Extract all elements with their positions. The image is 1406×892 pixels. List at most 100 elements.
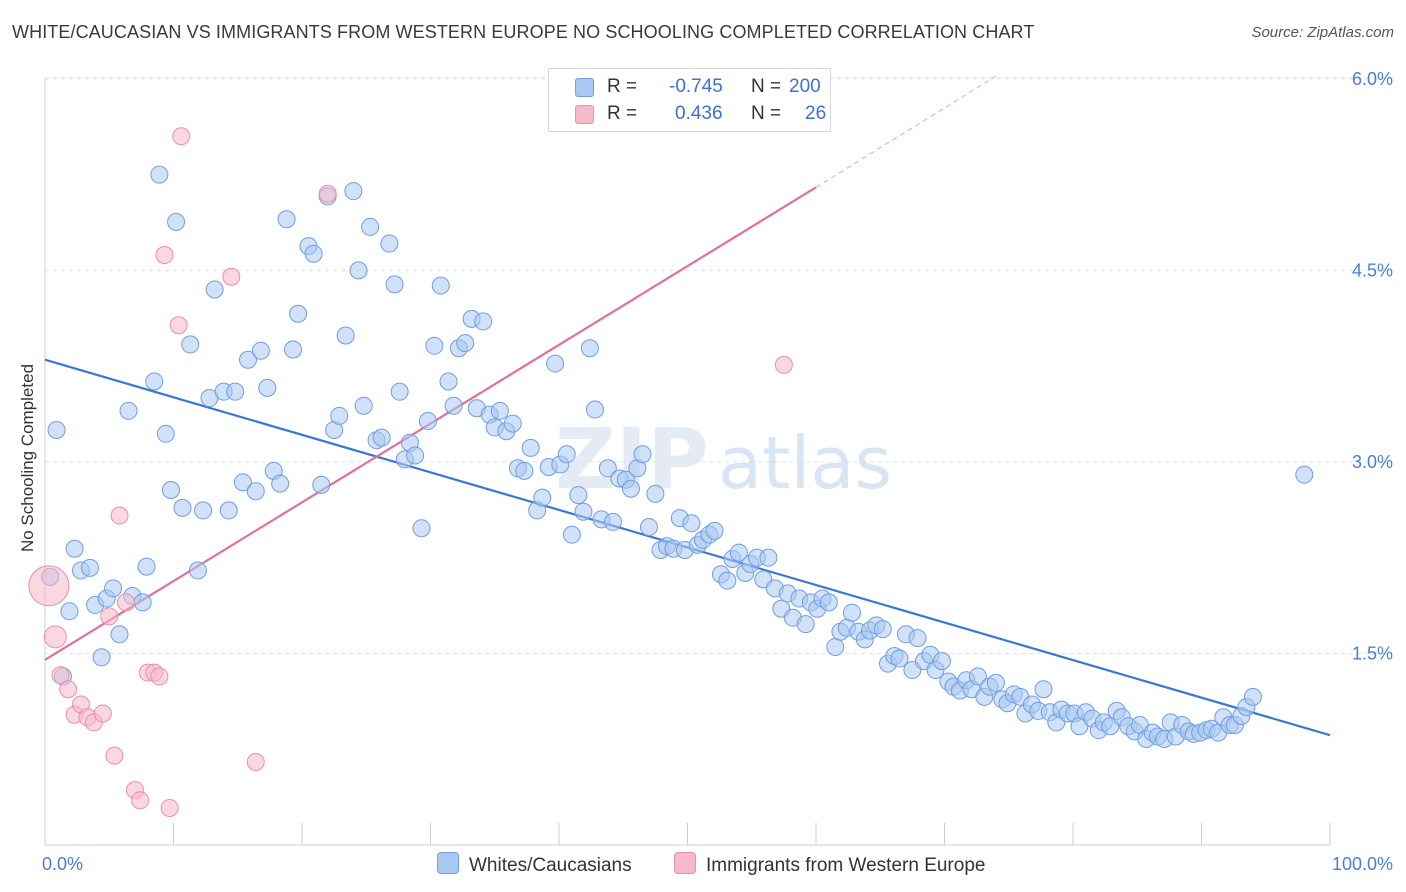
y-tick-label: 1.5% — [1352, 643, 1393, 663]
data-point-immigrants — [131, 791, 150, 810]
data-point-whites — [418, 412, 437, 431]
data-point-whites — [1295, 465, 1314, 484]
bottom-legend-swatch-pink — [674, 852, 696, 874]
data-point-whites — [826, 638, 845, 657]
data-point-whites — [682, 514, 701, 533]
data-point-whites — [521, 438, 540, 457]
data-point-whites — [380, 234, 399, 253]
data-point-immigrants — [246, 752, 265, 771]
data-point-whites — [968, 667, 987, 686]
data-point-whites — [226, 382, 245, 401]
data-point-whites — [354, 396, 373, 415]
data-point-whites — [80, 558, 99, 577]
data-point-whites — [406, 446, 425, 465]
data-point-immigrants — [222, 267, 241, 286]
data-point-whites — [110, 625, 129, 644]
data-point-immigrants — [155, 246, 174, 265]
legend-swatch-blue — [575, 78, 594, 97]
data-point-whites — [908, 629, 927, 648]
data-point-whites — [284, 340, 303, 359]
series-whites-points — [41, 165, 1314, 749]
data-point-immigrants — [169, 316, 188, 335]
bottom-legend-immigrants: Immigrants from Western Europe — [674, 852, 985, 877]
data-point-whites — [621, 479, 640, 498]
data-point-whites — [119, 401, 138, 420]
data-point-whites — [842, 603, 861, 622]
data-point-whites — [312, 475, 331, 494]
data-point-whites — [515, 461, 534, 480]
data-point-whites — [167, 212, 186, 231]
data-point-immigrants — [150, 667, 169, 686]
data-point-whites — [796, 615, 815, 634]
data-point-immigrants — [172, 127, 191, 146]
data-point-whites — [439, 372, 458, 391]
data-point-immigrants — [100, 607, 119, 626]
data-point-whites — [349, 261, 368, 280]
chart-title: WHITE/CAUCASIAN VS IMMIGRANTS FROM WESTE… — [12, 22, 1035, 42]
data-point-immigrants — [28, 565, 70, 607]
data-point-whites — [181, 335, 200, 354]
data-point-whites — [718, 571, 737, 590]
data-point-whites — [1243, 687, 1262, 706]
legend-r-value: 0.436 — [675, 103, 723, 124]
axes — [44, 78, 1331, 846]
data-point-whites — [412, 519, 431, 538]
data-point-whites — [729, 543, 748, 562]
data-point-whites — [156, 424, 175, 443]
tick-labels: 1.5% 3.0% 4.5% 6.0% 0.0% 100.0% — [42, 69, 1393, 874]
data-point-whites — [194, 501, 213, 520]
data-point-immigrants — [93, 704, 112, 723]
data-point-whites — [873, 620, 892, 639]
data-point-whites — [533, 488, 552, 507]
data-point-whites — [705, 521, 724, 540]
data-point-whites — [271, 474, 290, 493]
data-point-whites — [258, 378, 277, 397]
bottom-legend-label-immigrants: Immigrants from Western Europe — [706, 855, 986, 876]
data-point-whites — [986, 673, 1005, 692]
data-point-whites — [150, 165, 169, 184]
watermark: ZIP atlas — [555, 410, 892, 508]
data-point-whites — [205, 280, 224, 299]
watermark-atlas: atlas — [718, 421, 892, 505]
data-point-whites — [474, 312, 493, 331]
data-point-whites — [557, 445, 576, 464]
data-point-whites — [336, 326, 355, 345]
data-point-whites — [932, 652, 951, 671]
data-point-whites — [145, 372, 164, 391]
data-point-whites — [546, 354, 565, 373]
y-tick-label: 6.0% — [1352, 69, 1393, 89]
data-point-whites — [65, 539, 84, 558]
trend-lines — [44, 75, 1331, 737]
legend-n-label: N = — [751, 76, 782, 97]
data-point-whites — [361, 217, 380, 236]
data-point-immigrants — [160, 798, 179, 817]
data-point-immigrants — [110, 506, 129, 525]
data-point-whites — [47, 420, 66, 439]
data-point-whites — [60, 602, 79, 621]
data-point-whites — [890, 649, 909, 668]
data-point-whites — [390, 382, 409, 401]
data-point-whites — [161, 480, 180, 499]
legend-r-label: R = — [607, 103, 638, 124]
data-point-whites — [585, 400, 604, 419]
data-point-whites — [173, 498, 192, 517]
data-point-whites — [646, 484, 665, 503]
data-point-immigrants — [116, 593, 135, 612]
series-immigrants-points — [28, 127, 793, 817]
data-point-whites — [759, 548, 778, 567]
data-point-whites — [425, 336, 444, 355]
correlation-legend: R = -0.745 N = 200 R = 0.436 N = 26 — [548, 68, 831, 132]
data-point-immigrants — [59, 680, 78, 699]
data-point-immigrants — [774, 355, 793, 374]
legend-n-value: 200 — [789, 76, 821, 97]
data-point-whites — [92, 648, 111, 667]
data-point-whites — [598, 459, 617, 478]
data-point-whites — [385, 275, 404, 294]
data-point-whites — [639, 518, 658, 537]
data-point-whites — [574, 502, 593, 521]
data-point-whites — [1034, 680, 1053, 699]
data-point-whites — [219, 501, 238, 520]
data-point-whites — [289, 304, 308, 323]
data-point-whites — [251, 341, 270, 360]
data-point-immigrants — [43, 625, 67, 649]
